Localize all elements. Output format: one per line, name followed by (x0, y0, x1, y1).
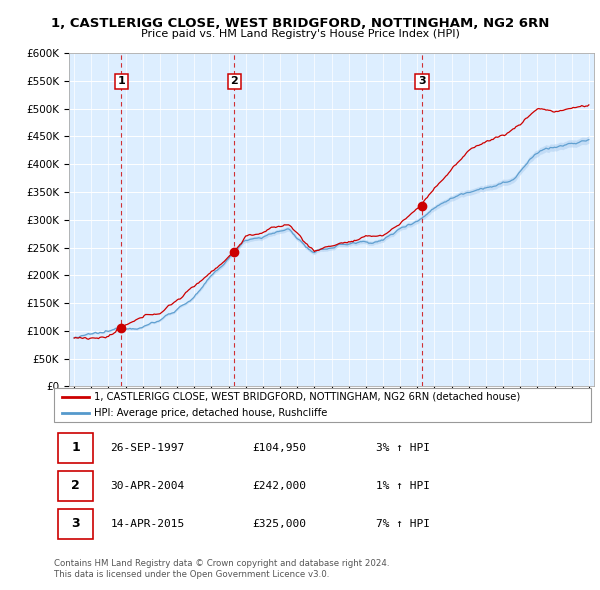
Text: 3: 3 (418, 77, 426, 86)
Text: 14-APR-2015: 14-APR-2015 (110, 519, 185, 529)
Text: 3: 3 (71, 517, 80, 530)
Text: HPI: Average price, detached house, Rushcliffe: HPI: Average price, detached house, Rush… (94, 408, 328, 418)
Text: 1, CASTLERIGG CLOSE, WEST BRIDGFORD, NOTTINGHAM, NG2 6RN: 1, CASTLERIGG CLOSE, WEST BRIDGFORD, NOT… (51, 17, 549, 30)
Text: 1: 1 (117, 77, 125, 86)
Text: £242,000: £242,000 (253, 481, 307, 491)
Text: £325,000: £325,000 (253, 519, 307, 529)
Text: 1% ↑ HPI: 1% ↑ HPI (376, 481, 430, 491)
Text: 30-APR-2004: 30-APR-2004 (110, 481, 185, 491)
FancyBboxPatch shape (58, 509, 93, 539)
Text: 7% ↑ HPI: 7% ↑ HPI (376, 519, 430, 529)
Text: 26-SEP-1997: 26-SEP-1997 (110, 443, 185, 453)
FancyBboxPatch shape (58, 471, 93, 501)
Text: Price paid vs. HM Land Registry's House Price Index (HPI): Price paid vs. HM Land Registry's House … (140, 30, 460, 39)
FancyBboxPatch shape (54, 388, 591, 422)
Text: 3% ↑ HPI: 3% ↑ HPI (376, 443, 430, 453)
FancyBboxPatch shape (58, 433, 93, 463)
Text: 1: 1 (71, 441, 80, 454)
Text: 2: 2 (230, 77, 238, 86)
Text: Contains HM Land Registry data © Crown copyright and database right 2024.
This d: Contains HM Land Registry data © Crown c… (54, 559, 389, 579)
Text: £104,950: £104,950 (253, 443, 307, 453)
Text: 1, CASTLERIGG CLOSE, WEST BRIDGFORD, NOTTINGHAM, NG2 6RN (detached house): 1, CASTLERIGG CLOSE, WEST BRIDGFORD, NOT… (94, 392, 521, 402)
Text: 2: 2 (71, 479, 80, 492)
